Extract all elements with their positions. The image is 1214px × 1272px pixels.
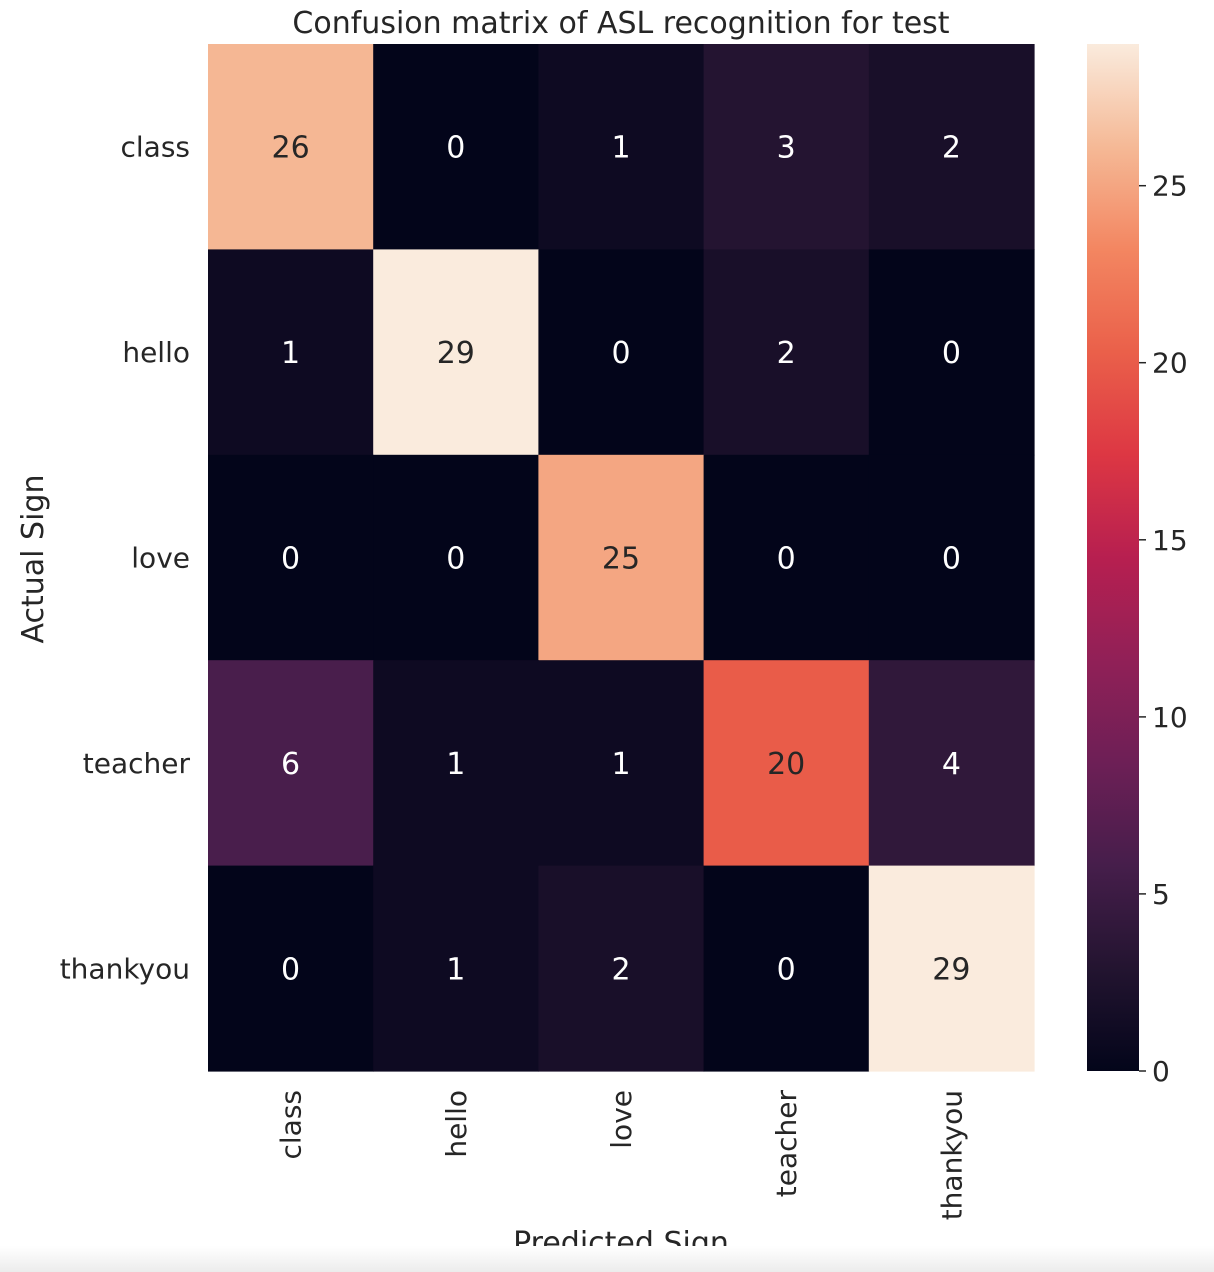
heatmap-cell-teacher-thankyou: [868, 660, 1035, 867]
heatmap-cell-class-teacher: [703, 44, 870, 250]
y-tick-label: thankyou: [60, 952, 190, 985]
heatmap-cell-love-hello: [373, 454, 539, 661]
heatmap-cell-labels: 26 0 1 3 21 29 0 2 00 0 25 0 06 1 1 20 40 1 2 0 29: [272, 131, 971, 988]
cell-value-label: 4: [942, 747, 961, 782]
heatmap-cell-class-class: [208, 44, 374, 250]
cell-value-label: 26: [272, 131, 310, 166]
y-tick-label: love: [131, 542, 190, 575]
x-tick-label: teacher: [770, 1090, 803, 1198]
heatmap-cell-teacher-class: [208, 660, 374, 867]
y-tick-label: hello: [122, 336, 190, 369]
cell-value-label: 6: [281, 747, 300, 782]
heatmap-cell-thankyou-class: [208, 865, 374, 1072]
heatmap-cells: [208, 44, 1035, 1072]
cell-value-label: 1: [446, 952, 465, 987]
heatmap-cell-thankyou-teacher: [703, 865, 870, 1072]
heatmap-cell-teacher-love: [538, 660, 705, 867]
x-tick-label: class: [275, 1090, 308, 1160]
cell-value-label: 2: [777, 336, 796, 371]
cell-value-label: 0: [611, 336, 630, 371]
cell-value-label: 1: [446, 747, 465, 782]
cell-value-label: 25: [602, 542, 640, 577]
heatmap-cell-class-thankyou: [868, 44, 1035, 250]
heatmap-cell-love-love: [538, 454, 705, 661]
heatmap-cell-thankyou-hello: [373, 865, 539, 1072]
x-tick-label: hello: [440, 1090, 473, 1158]
cell-value-label: 3: [777, 131, 796, 166]
bottom-fade: [0, 1246, 1214, 1272]
cell-value-label: 29: [437, 336, 475, 371]
colorbar-tick-label: 5: [1152, 878, 1170, 911]
heatmap-cell-teacher-teacher: [703, 660, 870, 867]
heatmap-cell-hello-love: [538, 249, 705, 456]
cell-value-label: 0: [942, 542, 961, 577]
colorbar-tick-label: 20: [1152, 347, 1188, 380]
cell-value-label: 0: [777, 542, 796, 577]
heatmap-cell-love-thankyou: [868, 454, 1035, 661]
cell-value-label: 1: [611, 131, 630, 166]
heatmap-cell-love-class: [208, 454, 374, 661]
cell-value-label: 0: [942, 336, 961, 371]
cell-value-label: 0: [281, 952, 300, 987]
cell-value-label: 29: [932, 952, 970, 987]
y-tick-labels: class hello love teacher thankyou: [60, 131, 191, 986]
cell-value-label: 0: [281, 542, 300, 577]
cell-value-label: 20: [767, 747, 805, 782]
heatmap-cell-class-love: [538, 44, 705, 250]
cell-value-label: 0: [777, 952, 796, 987]
colorbar-tick-label: 25: [1152, 170, 1188, 203]
heatmap-cell-hello-hello: [373, 249, 539, 456]
x-tick-labels: class hello love teacher thankyou: [275, 1090, 969, 1221]
y-axis-label: Actual Sign: [16, 475, 51, 644]
colorbar-ticks: 0 5 10 15 20 25: [1139, 170, 1188, 1088]
heatmap-cell-class-hello: [373, 44, 539, 250]
cell-value-label: 0: [446, 542, 465, 577]
heatmap-cell-love-teacher: [703, 454, 870, 661]
colorbar: [1087, 44, 1139, 1071]
cell-value-label: 1: [281, 336, 300, 371]
chart-title: Confusion matrix of ASL recognition for …: [292, 6, 949, 41]
heatmap-cell-thankyou-love: [538, 865, 705, 1072]
y-tick-label: teacher: [83, 747, 191, 780]
cell-value-label: 0: [446, 131, 465, 166]
cell-value-label: 2: [942, 131, 961, 166]
y-tick-label: class: [120, 131, 190, 164]
heatmap-cell-hello-thankyou: [868, 249, 1035, 456]
heatmap-cell-teacher-hello: [373, 660, 539, 867]
colorbar-tick-label: 10: [1152, 701, 1188, 734]
heatmap-cell-thankyou-thankyou: [868, 865, 1035, 1072]
x-tick-label: love: [605, 1090, 638, 1149]
heatmap-cell-hello-teacher: [703, 249, 870, 456]
cell-value-label: 1: [611, 747, 630, 782]
colorbar-tick-label: 0: [1152, 1055, 1170, 1088]
colorbar-tick-label: 15: [1152, 524, 1188, 557]
cell-value-label: 2: [611, 952, 630, 987]
x-tick-label: thankyou: [935, 1090, 968, 1220]
heatmap-cell-hello-class: [208, 249, 374, 456]
